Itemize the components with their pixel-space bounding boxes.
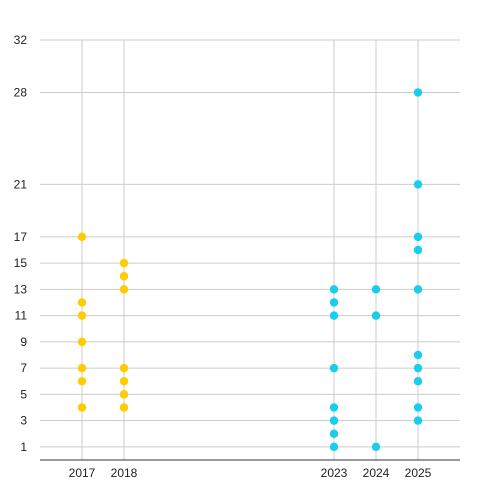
- y-tick-label: 9: [20, 335, 27, 349]
- data-point-series-2: [371, 285, 381, 294]
- data-point-series-2: [413, 377, 423, 386]
- data-point-series-2: [413, 245, 423, 255]
- y-tick-label: 11: [15, 309, 28, 323]
- data-point-series-2: [329, 363, 339, 373]
- data-point-series-1: [119, 258, 129, 268]
- data-point-series-2: [413, 350, 423, 360]
- data-point-series-1: [77, 232, 87, 242]
- data-point-series-2: [413, 232, 423, 242]
- data-point-series-2: [371, 442, 381, 452]
- y-tick-label: 32: [14, 33, 28, 47]
- y-tick-label: 21: [14, 177, 28, 191]
- x-tick-label: 2025: [405, 466, 432, 480]
- data-point-series-2: [329, 429, 339, 438]
- data-point-series-1: [119, 285, 129, 294]
- y-tick-label: 3: [20, 414, 27, 428]
- x-tick-label: 2023: [321, 466, 348, 480]
- data-point-series-2: [371, 311, 381, 320]
- data-point-series-1: [77, 377, 87, 386]
- y-tick-label: 15: [14, 256, 28, 270]
- y-tick-label: 28: [14, 86, 28, 100]
- data-point-series-1: [119, 390, 129, 399]
- data-point-series-2: [413, 363, 423, 373]
- data-point-series-2: [329, 416, 339, 425]
- y-tick-label: 7: [20, 361, 27, 375]
- x-tick-labels: 2017 2018 2023 2024 2025: [69, 466, 432, 480]
- data-point-series-2: [413, 180, 423, 189]
- data-point-series-2: [329, 311, 339, 320]
- data-point-series-2: [329, 442, 339, 452]
- x-tick-label: 2024: [363, 466, 390, 480]
- data-point-series-1: [119, 403, 129, 412]
- data-point-series-1: [77, 337, 87, 347]
- data-point-series-2: [413, 403, 423, 412]
- data-point-series-1: [77, 298, 87, 307]
- y-tick-label: 1: [20, 440, 27, 454]
- data-point-series-1: [119, 363, 129, 373]
- data-point-series-1: [77, 363, 87, 373]
- y-tick-label: 17: [14, 230, 28, 244]
- data-point-series-2: [329, 403, 339, 412]
- y-tick-label: 5: [20, 387, 27, 401]
- data-point-series-1: [77, 403, 87, 412]
- y-tick-label: 13: [14, 282, 28, 296]
- data-point-series-2: [413, 285, 423, 294]
- data-point-series-2: [413, 88, 423, 97]
- data-point-series-2: [329, 298, 339, 307]
- data-point-series-2: [413, 416, 423, 425]
- data-points: [77, 88, 423, 452]
- data-point-series-1: [119, 272, 129, 281]
- x-tick-label: 2017: [69, 466, 96, 480]
- data-point-series-2: [329, 285, 339, 294]
- data-point-series-1: [119, 377, 129, 386]
- vertical-gridlines: [81, 40, 419, 460]
- data-point-series-1: [77, 311, 87, 320]
- horizontal-gridlines: [40, 39, 460, 448]
- x-tick-label: 2018: [111, 466, 138, 480]
